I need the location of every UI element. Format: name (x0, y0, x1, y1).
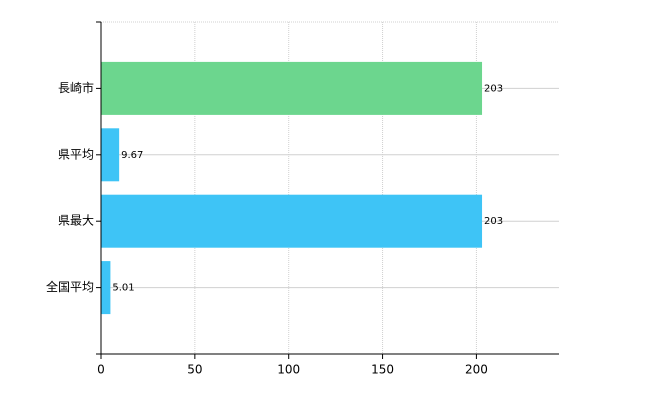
value-label: 203 (484, 83, 503, 94)
bar (101, 61, 483, 115)
y-tick-label: 長崎市 (58, 80, 94, 95)
value-label: 5.01 (112, 283, 134, 294)
bar (101, 128, 120, 182)
x-tick-label: 150 (371, 363, 394, 377)
y-tick-label: 全国平均 (46, 279, 94, 294)
value-label: 9.67 (121, 150, 143, 161)
x-tick-label: 100 (277, 363, 300, 377)
value-label: 203 (484, 216, 503, 227)
y-tick-label: 県平均 (58, 147, 94, 161)
bar (101, 194, 483, 248)
x-tick-label: 0 (97, 363, 105, 377)
bar (101, 261, 111, 315)
y-tick-label: 県最大 (58, 214, 94, 228)
x-tick-label: 200 (465, 363, 488, 377)
x-tick-label: 50 (187, 363, 202, 377)
